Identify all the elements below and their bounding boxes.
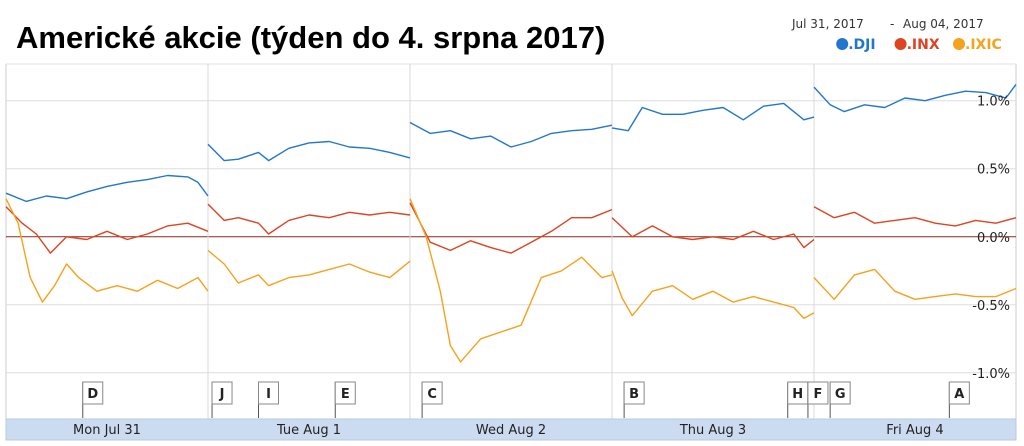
y-axis-ticks: 1.0% 0.5% 0.0% -0.5% -1.0% (972, 95, 1010, 382)
news-flag-e[interactable]: E (334, 381, 356, 418)
y-tick-label: 0.0% (977, 231, 1010, 246)
series-line-dji (5, 174, 209, 203)
news-flag-f[interactable]: F (807, 381, 829, 418)
date-range-end: Aug 04, 2017 (903, 17, 984, 31)
news-flag-letter: F (813, 387, 822, 402)
news-flag-box[interactable] (948, 381, 970, 405)
series-line-inx (207, 203, 411, 235)
series-line-dji (813, 83, 1017, 113)
x-tick-label: Thu Aug 3 (679, 423, 746, 438)
date-range-separator: - (890, 17, 894, 31)
news-flag-box[interactable] (334, 381, 356, 405)
legend-label: .DJI (848, 37, 875, 53)
chart-title: Americké akcie (týden do 4. srpna 2017) (16, 20, 605, 55)
y-tick-label: 0.5% (977, 163, 1010, 178)
legend-item-dji: .DJI (836, 37, 876, 53)
news-flag-box[interactable] (211, 381, 233, 405)
y-tick-label: -1.0% (972, 367, 1010, 382)
series-line-inx (813, 206, 1017, 227)
news-flag-d[interactable]: D (82, 381, 104, 418)
news-flag-c[interactable]: C (421, 381, 443, 418)
news-flag-letter: A (954, 387, 964, 402)
series-line-ixic (409, 198, 613, 363)
news-flag-box[interactable] (258, 381, 279, 405)
series-line-inx (409, 202, 613, 254)
grid (5, 63, 1017, 440)
x-tick-label: Fri Aug 4 (886, 423, 943, 438)
news-flag-box[interactable] (807, 381, 829, 405)
x-axis-band (5, 418, 1017, 441)
legend-dot (836, 38, 849, 50)
legend-item-inx: .INX (894, 37, 940, 53)
series-line-ixic (813, 268, 1017, 300)
news-flag-box[interactable] (623, 381, 645, 405)
y-tick-label: 1.0% (977, 95, 1010, 110)
news-flag-letter: D (87, 387, 98, 402)
news-flag-g[interactable]: G (829, 381, 851, 418)
news-flag-letter: G (835, 387, 846, 402)
news-flag-a[interactable]: A (948, 381, 970, 418)
series-line-ixic (5, 198, 209, 303)
x-tick-label: Mon Jul 31 (73, 423, 141, 438)
news-flag-b[interactable]: B (623, 381, 645, 418)
date-range-start: Jul 31, 2017 (791, 17, 864, 31)
news-flag-j[interactable]: J (211, 381, 233, 418)
x-tick-label: Wed Aug 2 (476, 423, 546, 438)
x-axis: Mon Jul 31 Tue Aug 1 Wed Aug 2 Thu Aug 3 Fri… (5, 418, 1017, 441)
news-flag-i[interactable]: I (258, 381, 279, 418)
news-flag-letter: J (219, 387, 225, 402)
news-flag-letter: C (427, 387, 437, 402)
x-tick-label: Tue Aug 1 (276, 423, 341, 438)
legend-label: .INX (907, 37, 940, 53)
news-flag-box[interactable] (82, 381, 104, 405)
series-line-dji (611, 102, 815, 132)
series-line-dji (409, 121, 613, 148)
series-line-ixic (207, 249, 411, 287)
news-flag-h[interactable]: H (787, 381, 809, 418)
series-line-dji (207, 140, 411, 162)
legend-label: .IXIC (965, 37, 1002, 53)
series-line-inx (611, 217, 815, 249)
legend-dot (953, 38, 965, 50)
news-flag-box[interactable] (829, 381, 851, 405)
news-flag-letter: B (629, 387, 639, 402)
news-flag-box[interactable] (421, 381, 443, 405)
series-line-ixic (611, 270, 815, 320)
legend-item-ixic: .IXIC (953, 37, 1002, 53)
date-range: Jul 31, 2017 - Aug 04, 2017 (791, 17, 984, 31)
legend: .IXIC .INX .DJI (836, 37, 1002, 53)
y-tick-label: -0.5% (972, 299, 1010, 314)
series-line-inx (5, 206, 209, 254)
news-flag-letter: I (266, 387, 271, 402)
news-flag-letter: E (341, 387, 350, 402)
legend-dot (894, 38, 907, 50)
series-layer (5, 83, 1017, 363)
news-flag-letter: H (792, 387, 803, 402)
